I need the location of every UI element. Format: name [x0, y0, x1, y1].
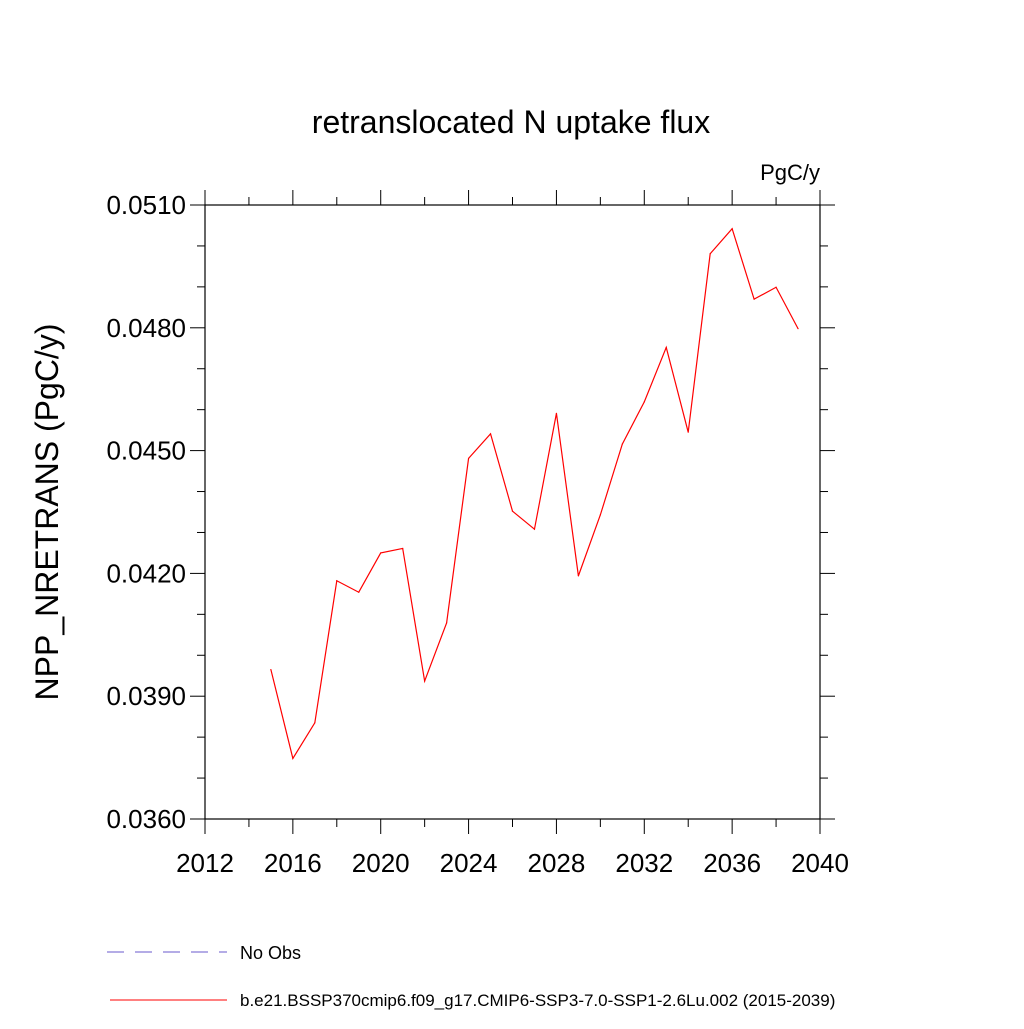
legend: No Obs b.e21.BSSP370cmip6.f09_g17.CMIP6-… — [107, 943, 835, 1010]
x-tick-label: 2036 — [703, 848, 761, 878]
y-tick-label: 0.0360 — [106, 804, 186, 834]
x-tick-label: 2032 — [615, 848, 673, 878]
data-point — [358, 591, 360, 593]
y-axis-label: NPP_NRETRANS (PgC/y) — [29, 324, 65, 701]
legend-label-model: b.e21.BSSP370cmip6.f09_g17.CMIP6-SSP3-7.… — [240, 991, 835, 1010]
data-point — [577, 575, 579, 577]
legend-label-no-obs: No Obs — [240, 943, 301, 963]
data-point — [599, 514, 601, 516]
chart-title: retranslocated N uptake flux — [312, 104, 710, 140]
data-point — [336, 580, 338, 582]
data-point — [292, 757, 294, 760]
data-point — [314, 722, 316, 724]
y-tick-label: 0.0420 — [106, 558, 186, 588]
data-point — [467, 457, 470, 459]
data-point — [775, 286, 777, 288]
data-point — [533, 528, 536, 530]
y-tick-label: 0.0510 — [106, 190, 186, 220]
data-point — [511, 510, 514, 512]
data-point — [270, 668, 272, 671]
data-point — [555, 412, 558, 414]
x-tick-label: 2040 — [791, 848, 849, 878]
data-series — [270, 227, 799, 760]
data-point — [687, 431, 689, 433]
series-line — [270, 227, 799, 760]
axis-ticks — [190, 190, 835, 834]
data-point — [489, 433, 492, 435]
y-tick-label: 0.0450 — [106, 436, 186, 466]
x-tick-label: 2020 — [352, 848, 410, 878]
data-point — [643, 401, 645, 403]
x-tick-label: 2012 — [176, 848, 234, 878]
data-point — [446, 622, 448, 624]
data-point — [402, 547, 404, 550]
axis-tick-labels: 2012 2016 2020 2024 2028 2032 2036 2040 0.0360 0.… — [106, 190, 848, 878]
data-point — [380, 552, 382, 554]
y-tick-label: 0.0480 — [106, 313, 186, 343]
x-tick-label: 2028 — [528, 848, 586, 878]
data-point — [753, 298, 755, 300]
data-point — [731, 228, 733, 230]
x-tick-label: 2016 — [264, 848, 322, 878]
data-point — [665, 346, 667, 349]
data-point — [709, 253, 711, 255]
plot-frame — [204, 204, 821, 820]
y-tick-label: 0.0390 — [106, 681, 186, 711]
units-label: PgC/y — [760, 160, 820, 185]
x-tick-label: 2024 — [440, 848, 498, 878]
data-point — [424, 680, 426, 682]
data-point — [621, 443, 623, 445]
data-point — [797, 328, 799, 330]
